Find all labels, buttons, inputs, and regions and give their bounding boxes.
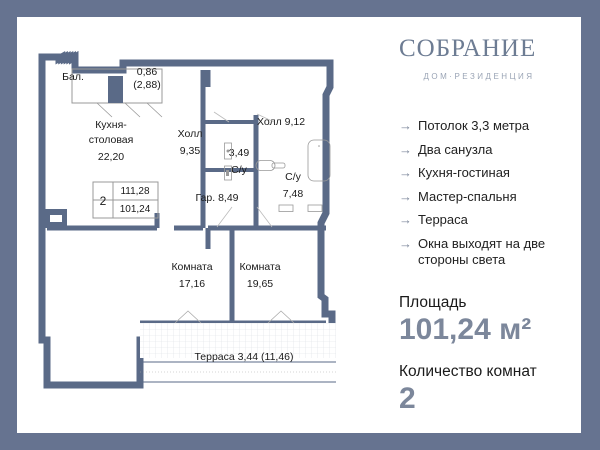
- svg-text:22,20: 22,20: [98, 151, 124, 163]
- svg-text:Терраса 3,44 (11,46): Терраса 3,44 (11,46): [194, 351, 293, 363]
- svg-text:(2,88): (2,88): [133, 79, 160, 91]
- svg-text:Комната: Комната: [171, 261, 212, 273]
- svg-text:С/у: С/у: [285, 171, 302, 183]
- svg-text:19,65: 19,65: [247, 278, 273, 290]
- svg-text:0,86: 0,86: [137, 66, 158, 78]
- svg-text:Кухня-: Кухня-: [95, 119, 127, 131]
- svg-text:Бал.: Бал.: [62, 71, 84, 83]
- svg-text:2: 2: [100, 194, 107, 208]
- svg-text:С/у: С/у: [231, 164, 248, 176]
- svg-text:17,16: 17,16: [179, 278, 205, 290]
- svg-text:111,28: 111,28: [120, 186, 150, 197]
- svg-text:Холл: Холл: [178, 128, 203, 140]
- svg-text:Комната: Комната: [239, 261, 280, 273]
- svg-text:7,48: 7,48: [283, 188, 304, 200]
- svg-text:столовая: столовая: [89, 134, 134, 146]
- svg-text:Гар. 8,49: Гар. 8,49: [195, 192, 238, 204]
- svg-text:101,24: 101,24: [120, 204, 151, 215]
- svg-text:9,35: 9,35: [180, 145, 201, 157]
